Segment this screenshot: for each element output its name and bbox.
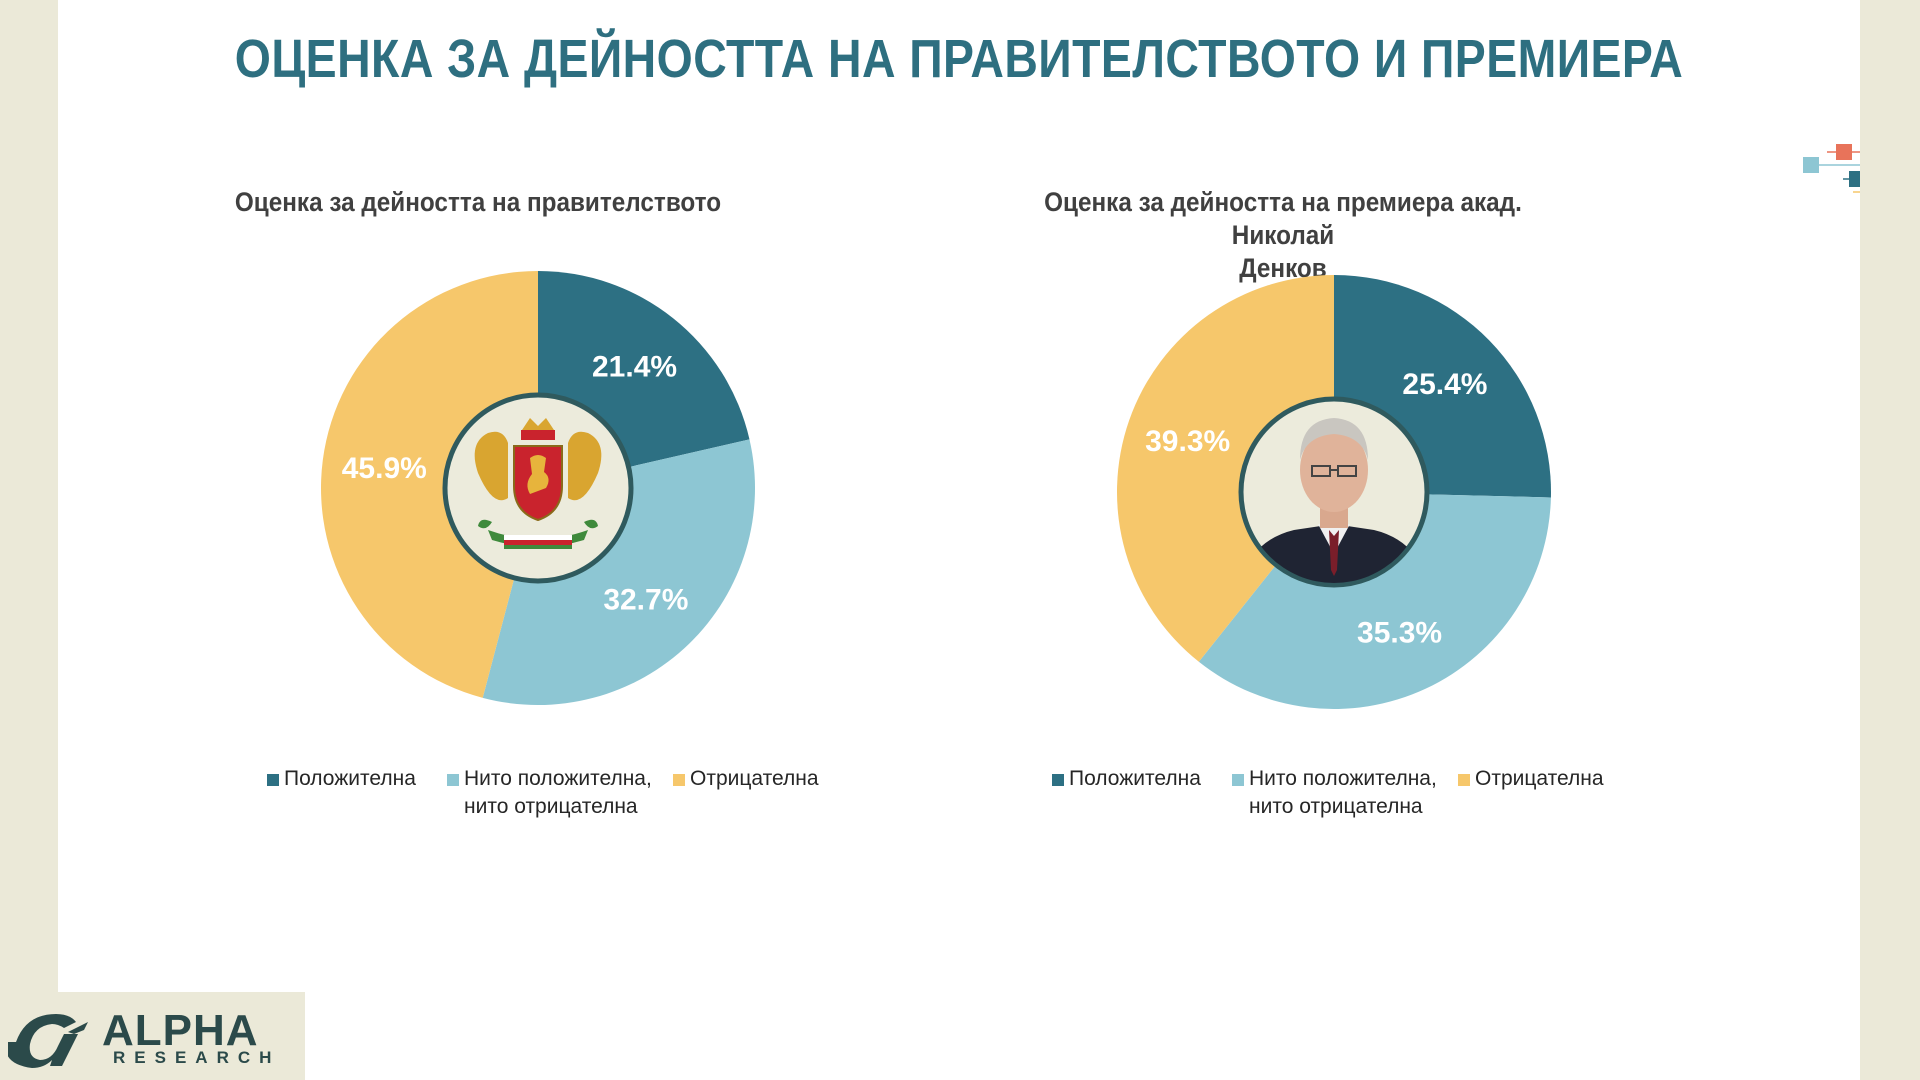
prime-minister-donut-chart: 25.4% 35.3% 39.3% [1117, 275, 1551, 709]
slice-negative [321, 271, 538, 698]
slice-negative [1117, 275, 1334, 662]
chart-title-line-1: Оценка за дейността на премиера акад. Ни… [1044, 187, 1522, 250]
legend-swatch [447, 774, 459, 786]
data-label-positive: 21.4% [592, 351, 677, 384]
center-emblem [442, 392, 634, 584]
page-title: ОЦЕНКА ЗА ДЕЙНОСТТА НА ПРАВИТЕЛСТВОТО И … [234, 29, 1684, 89]
alpha-research-logo-icon [8, 1014, 88, 1068]
data-label-neutral: 35.3% [1357, 616, 1442, 649]
data-labels: 25.4% 35.3% 39.3% [1145, 368, 1487, 650]
logo [0, 992, 305, 1080]
slices [321, 271, 755, 705]
data-label-negative: 39.3% [1145, 425, 1230, 458]
legend-swatch [267, 774, 279, 786]
legend-swatch [673, 774, 685, 786]
legend-swatch [1232, 774, 1244, 786]
legend-government: Положителна Нито положителна, нито отриц… [267, 765, 887, 825]
government-donut-chart: 21.4% 32.7% 45.9% [321, 271, 755, 705]
slide: ОЦЕНКА ЗА ДЕЙНОСТТА НА ПРАВИТЕЛСТВОТО И … [58, 0, 1860, 1080]
legend-swatch [1458, 774, 1470, 786]
coat-of-arms-icon [474, 418, 602, 549]
data-labels: 21.4% 32.7% 45.9% [342, 351, 689, 617]
chart-title-government: Оценка за дейността на правителството [234, 187, 722, 217]
legend-prime-minister: Положителна Нито положителна, нито отриц… [1052, 765, 1672, 825]
logo-brand: ALPHA [102, 1006, 259, 1055]
chart-title-prime-minister: Оценка за дейността на премиера акад. Ни… [1013, 186, 1553, 285]
data-label-neutral: 32.7% [603, 583, 688, 616]
data-label-negative: 45.9% [342, 452, 427, 485]
data-label-positive: 25.4% [1402, 368, 1487, 401]
logo-sub: RESEARCH [113, 1048, 281, 1067]
decorative-squares-icon [1803, 144, 1860, 193]
legend-swatch [1052, 774, 1064, 786]
slices [1117, 275, 1551, 709]
slice-neutral [1198, 492, 1551, 709]
